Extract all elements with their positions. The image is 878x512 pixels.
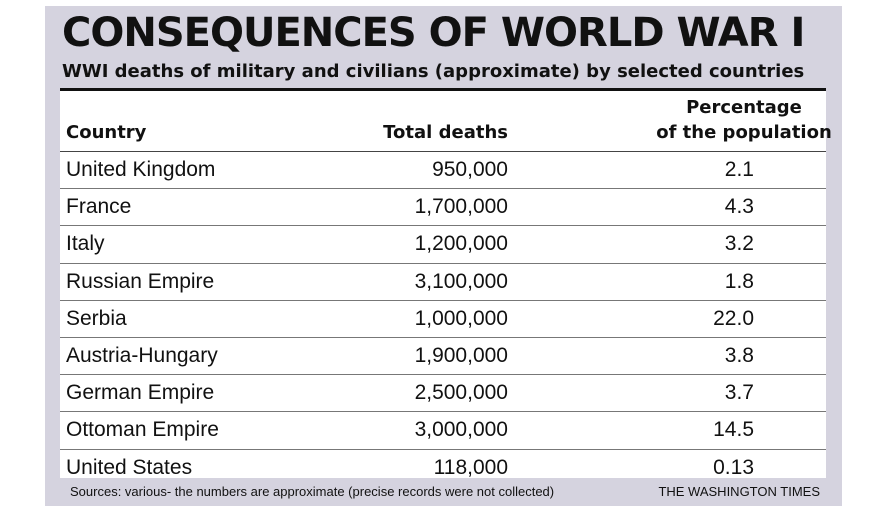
table-row: Austria-Hungary 1,900,000 3.8 — [60, 338, 826, 376]
header-percentage-line2: of the population — [656, 122, 832, 143]
cell-country: German Empire — [66, 381, 215, 405]
cell-country: United Kingdom — [66, 158, 216, 181]
cell-total-deaths: 1,200,000 — [414, 232, 508, 256]
cell-percentage: 1.8 — [724, 269, 754, 293]
header-total-deaths: Total deaths — [383, 122, 508, 143]
cell-total-deaths: 1,000,000 — [414, 306, 508, 330]
table-row: France 1,700,000 4.3 — [60, 189, 826, 227]
source-note: Sources: various- the numbers are approx… — [70, 484, 555, 499]
chart-title: CONSEQUENCES OF WORLD WAR I — [62, 10, 805, 56]
header-percentage: Percentage of the population — [644, 95, 844, 145]
table-row: Italy 1,200,000 3.2 — [60, 226, 826, 264]
cell-country: France — [66, 195, 132, 219]
header-percentage-line1: Percentage — [686, 97, 802, 118]
cell-country: United States — [66, 455, 193, 479]
cell-percentage: 3.7 — [724, 381, 754, 405]
cell-percentage: 0.13 — [713, 455, 754, 479]
table-row: United Kingdom 950,000 2.1 — [60, 152, 826, 190]
cell-total-deaths: 1,700,000 — [414, 195, 508, 219]
table-row: Russian Empire 3,100,000 1.8 — [60, 264, 826, 301]
chart-subtitle: WWI deaths of military and civilians (ap… — [62, 61, 805, 82]
cell-total-deaths: 3,100,000 — [414, 269, 508, 293]
table-header: Country Total deaths Percentage of the p… — [60, 91, 832, 152]
cell-total-deaths: 3,000,000 — [414, 418, 508, 442]
table-top-rule — [60, 88, 826, 91]
cell-total-deaths: 950,000 — [432, 158, 508, 181]
cell-country: Italy — [66, 232, 105, 256]
cell-percentage: 22.0 — [713, 306, 754, 330]
cell-total-deaths: 118,000 — [433, 455, 508, 479]
cell-total-deaths: 1,900,000 — [414, 343, 508, 367]
cell-percentage: 2.1 — [724, 158, 754, 181]
cell-country: Ottoman Empire — [66, 418, 219, 442]
cell-country: Russian Empire — [66, 269, 215, 293]
cell-percentage: 4.3 — [724, 195, 754, 219]
table-body: United Kingdom 950,000 2.1 France 1,700,000 4… — [60, 152, 826, 486]
table-row: German Empire 2,500,000 3.7 — [60, 375, 826, 413]
data-table: Country Total deaths Percentage of the p… — [60, 88, 832, 479]
table-row: Serbia 1,000,000 22.0 — [60, 301, 826, 338]
table-row: United States 118,000 0.13 — [60, 450, 826, 486]
cell-country: Austria-Hungary — [66, 343, 218, 367]
cell-country: Serbia — [66, 306, 127, 330]
cell-percentage: 3.8 — [724, 343, 754, 367]
publisher-credit: THE WASHINGTON TIMES — [658, 484, 820, 499]
cell-percentage: 3.2 — [724, 232, 754, 256]
cell-percentage: 14.5 — [713, 418, 754, 442]
table-row: Ottoman Empire 3,000,000 14.5 — [60, 412, 826, 450]
cell-total-deaths: 2,500,000 — [414, 381, 508, 405]
header-country: Country — [66, 122, 147, 143]
